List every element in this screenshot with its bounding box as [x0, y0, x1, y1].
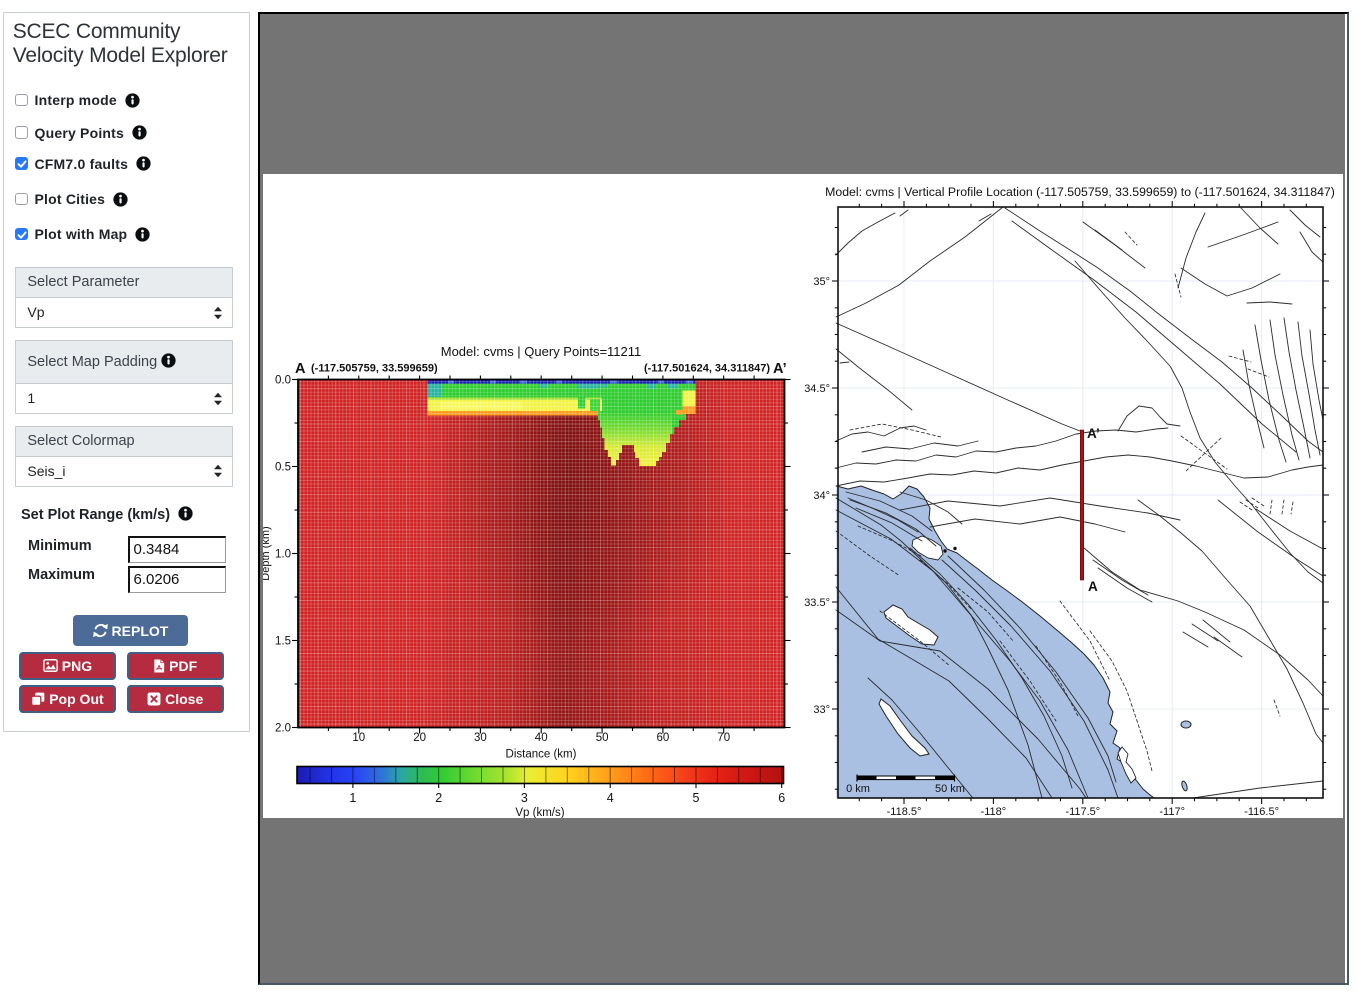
svg-text:34.5°: 34.5° — [804, 383, 830, 395]
svg-text:30: 30 — [474, 732, 487, 744]
svg-text:-117.5°: -117.5° — [1065, 806, 1100, 818]
svg-text:Model: cvms | Vertical Profile: Model: cvms | Vertical Profile Location … — [825, 185, 1335, 199]
svg-text:50: 50 — [596, 732, 609, 744]
svg-text:40: 40 — [535, 732, 548, 744]
svg-text:-118.5°: -118.5° — [887, 806, 922, 818]
svg-text:-118°: -118° — [981, 806, 1007, 818]
svg-text:5: 5 — [693, 791, 700, 805]
svg-text:6: 6 — [778, 791, 785, 805]
svg-text:70: 70 — [717, 732, 730, 744]
svg-text:20: 20 — [413, 732, 426, 744]
svg-text:35°: 35° — [813, 276, 830, 288]
svg-text:33.5°: 33.5° — [804, 597, 830, 609]
svg-text:50 km: 50 km — [935, 783, 965, 795]
svg-text:-117°: -117° — [1159, 806, 1185, 818]
svg-text:Vp (km/s): Vp (km/s) — [515, 807, 564, 818]
svg-text:Model: cvms | Query Points=112: Model: cvms | Query Points=11211 — [441, 344, 642, 359]
svg-text:(-117.505759, 33.599659): (-117.505759, 33.599659) — [311, 363, 438, 375]
svg-text:2: 2 — [435, 791, 442, 805]
svg-text:1.0: 1.0 — [275, 549, 291, 561]
svg-text:3: 3 — [521, 791, 528, 805]
svg-text:10: 10 — [352, 732, 365, 744]
svg-text:33°: 33° — [813, 704, 830, 716]
svg-text:-116.5°: -116.5° — [1244, 806, 1279, 818]
svg-text:A: A — [295, 361, 306, 377]
svg-text:0.5: 0.5 — [275, 462, 291, 474]
svg-text:1: 1 — [349, 791, 356, 805]
svg-text:1.5: 1.5 — [275, 636, 291, 648]
svg-text:Distance (km): Distance (km) — [506, 749, 577, 761]
svg-text:4: 4 — [607, 791, 614, 805]
svg-text:2.0: 2.0 — [275, 723, 291, 735]
svg-text:34°: 34° — [813, 490, 830, 502]
svg-text:0.0: 0.0 — [275, 375, 291, 387]
svg-text:Depth (km): Depth (km) — [263, 526, 272, 580]
svg-text:A’: A’ — [773, 361, 787, 377]
svg-text:0 km: 0 km — [846, 783, 870, 795]
svg-text:A’: A’ — [1087, 426, 1100, 441]
svg-text:(-117.501624, 34.311847): (-117.501624, 34.311847) — [644, 363, 770, 375]
svg-text:A: A — [1088, 579, 1098, 594]
svg-text:60: 60 — [657, 732, 670, 744]
